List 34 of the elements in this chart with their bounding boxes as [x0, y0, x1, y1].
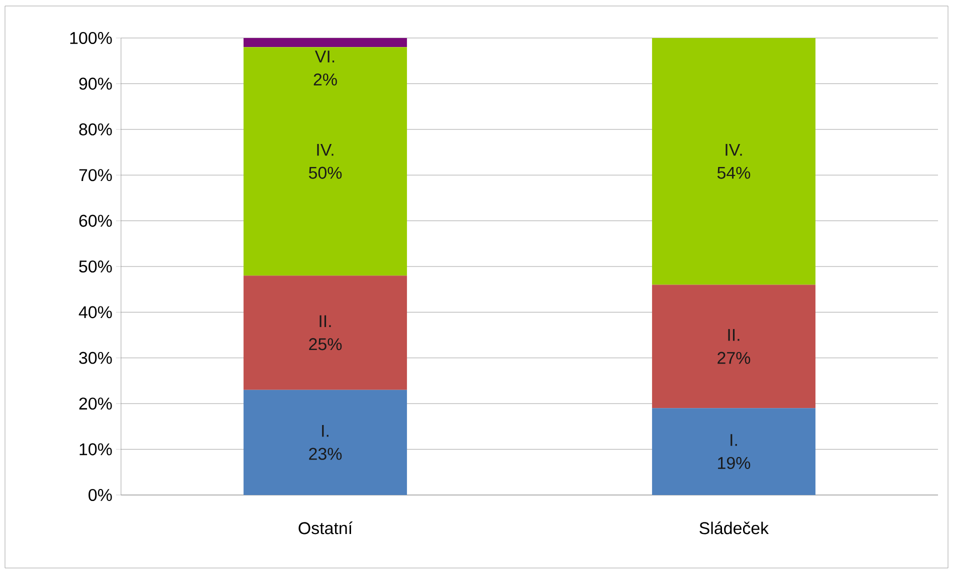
y-tick-label: 20% — [79, 398, 112, 410]
y-tick-label: 30% — [79, 352, 112, 364]
data-label: 19% — [718, 456, 750, 470]
x-tick-label: Sládeček — [700, 522, 769, 534]
bar — [244, 276, 407, 390]
data-label: 54% — [717, 166, 750, 179]
data-label: 25% — [309, 338, 342, 350]
data-label: 23% — [309, 448, 342, 460]
data-label: 2% — [314, 73, 337, 86]
y-tick-label: 10% — [80, 443, 112, 456]
y-tick-label: 40% — [78, 306, 112, 318]
series-label: IV. — [317, 144, 334, 156]
y-tick-label: 70% — [79, 169, 112, 182]
bar — [652, 38, 816, 285]
bar — [244, 47, 407, 276]
series-label: VI. — [314, 50, 334, 62]
y-tick-label: 0% — [88, 488, 112, 502]
text: II. — [728, 329, 740, 341]
y-tick-label: 90% — [79, 78, 112, 90]
y-tick-label: 80% — [79, 123, 112, 136]
text: IV. — [726, 144, 742, 156]
series-label: I. — [730, 434, 737, 446]
bar — [244, 38, 407, 48]
bar — [652, 408, 816, 495]
x-tick-label: Ostatní — [298, 522, 353, 534]
y-tick-label: 60% — [79, 214, 112, 227]
y-tick-label: 50% — [79, 260, 112, 273]
data-label: 50% — [308, 166, 342, 179]
y-tick-label: 100% — [70, 32, 112, 44]
series-label: II. — [320, 315, 331, 328]
text: I. — [322, 425, 328, 437]
bar — [244, 390, 407, 495]
bar — [652, 284, 816, 408]
data-label: 27% — [718, 352, 750, 364]
